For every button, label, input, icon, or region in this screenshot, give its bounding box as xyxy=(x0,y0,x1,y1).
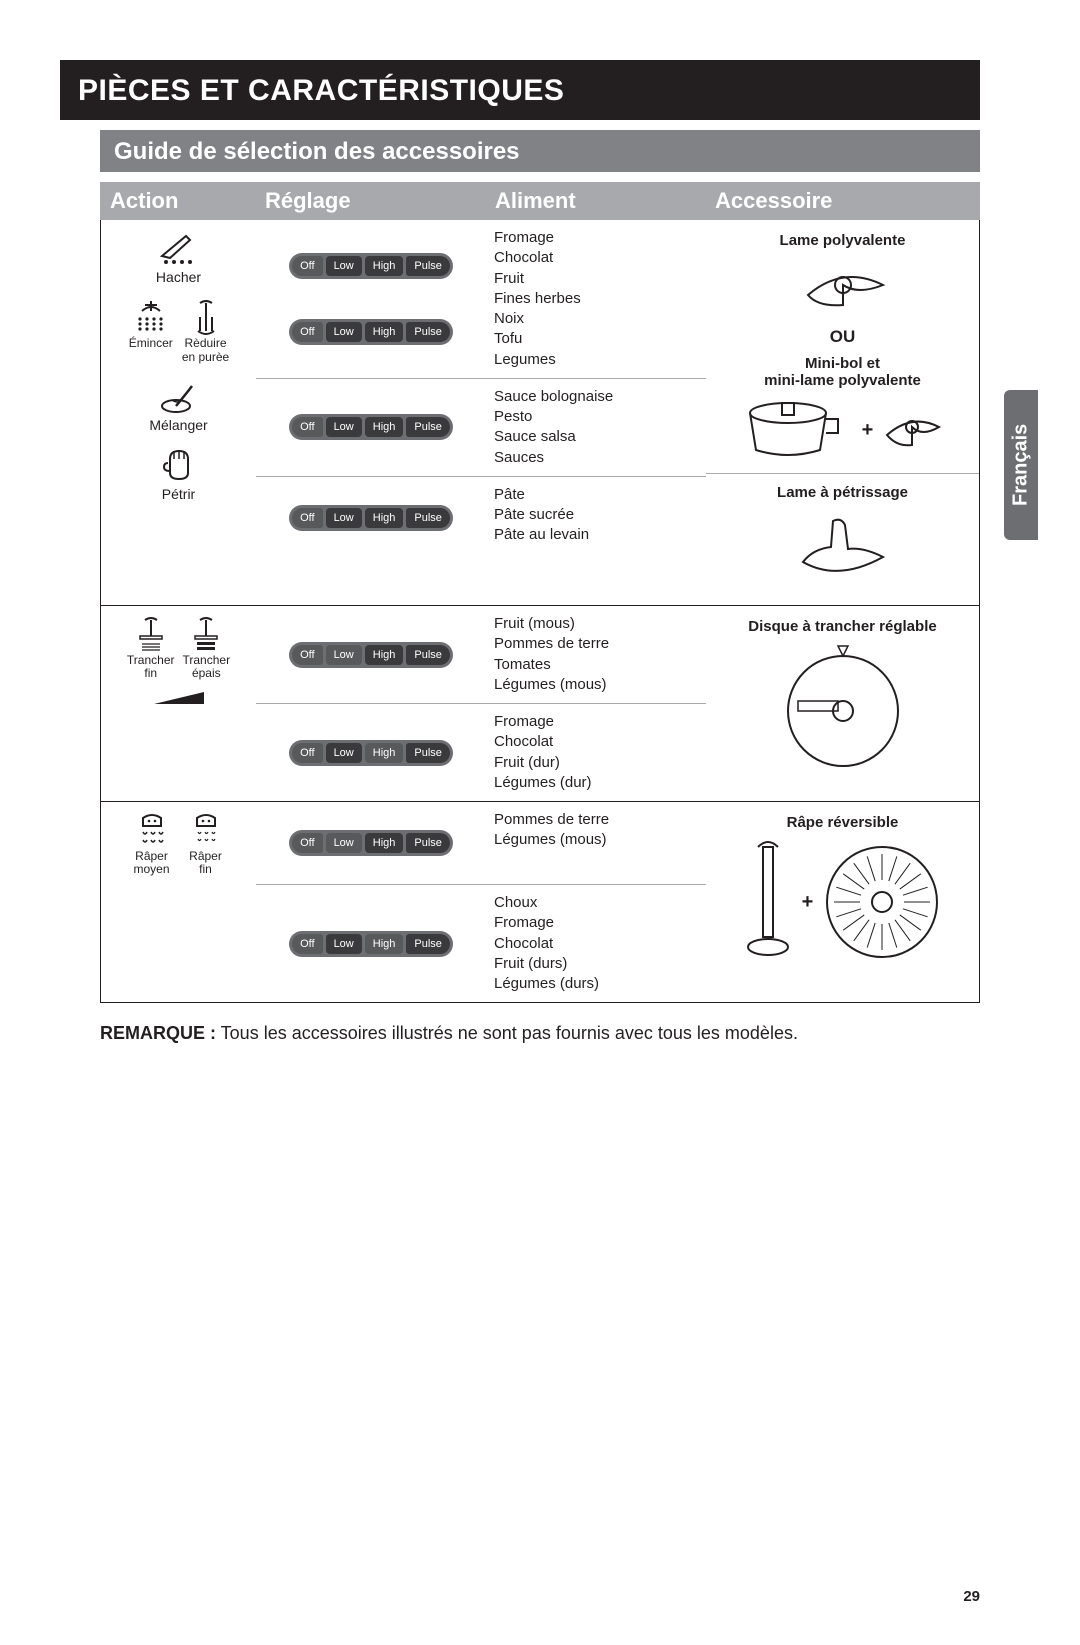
accessory-title: Mini-bol etmini-lame polyvalente xyxy=(716,355,969,389)
reglage-cell: Off Low High Pulse Off Low High Pulse xyxy=(256,220,486,378)
remark-label: REMARQUE : xyxy=(100,1023,216,1043)
food-item: Tofu xyxy=(494,329,698,349)
food-item: Fines herbes xyxy=(494,289,698,309)
reglage-cell: Off Low High Pulse xyxy=(256,885,486,1002)
remark: REMARQUE : Tous les accessoires illustré… xyxy=(100,1021,980,1046)
speed-control: Off Low High Pulse xyxy=(289,931,453,957)
food-item: Légumes (mous) xyxy=(494,675,698,695)
action-label: Hacher xyxy=(111,270,246,285)
accessory-title: Râpe réversible xyxy=(716,814,969,831)
speed-control: Off Low High Pulse xyxy=(289,414,453,440)
header-accessoire: Accessoire xyxy=(705,182,980,220)
action-label: Trancherfin xyxy=(127,654,175,680)
action-label: Rèduireen purèe xyxy=(182,337,229,363)
aliment-cell: Sauce bolognaisePestoSauce salsaSauces xyxy=(486,379,706,476)
reglage-cell: Off Low High Pulse xyxy=(256,704,486,801)
action-label: Râperfin xyxy=(183,850,229,876)
remark-text: Tous les accessoires illustrés ne sont p… xyxy=(216,1023,798,1043)
aliment-cell: ChouxFromageChocolatFruit (durs)Légumes … xyxy=(486,885,706,1002)
action-label: Pétrir xyxy=(111,487,246,502)
food-item: Légumes (dur) xyxy=(494,773,698,793)
food-item: Sauces xyxy=(494,448,698,468)
selection-table: Hacher Émincer Rèduireen purèe Mélanger Pétr… xyxy=(100,220,980,1003)
slicing-disc-icon xyxy=(716,641,969,775)
language-tab: Français xyxy=(1004,390,1038,540)
food-item: Pesto xyxy=(494,407,698,427)
aliment-cell: FromageChocolatFruitFines herbesNoixTofu… xyxy=(486,220,706,378)
blade-icon xyxy=(716,255,969,319)
accessory-title: Lame polyvalente xyxy=(716,232,969,249)
accessoire-cell: Râpe réversible + xyxy=(706,802,979,1002)
aliment-cell: PâtePâte sucréePâte au levain xyxy=(486,477,706,559)
mid-cell: Off Low High Pulse Fruit (mous)Pommes de… xyxy=(256,606,706,801)
action-label: Émincer xyxy=(128,337,174,350)
speed-control: Off Low High Pulse xyxy=(289,740,453,766)
food-item: Fromage xyxy=(494,228,698,248)
food-item: Sauce bolognaise xyxy=(494,387,698,407)
table-section: Hacher Émincer Rèduireen purèe Mélanger Pétr… xyxy=(101,220,979,605)
speed-control: Off Low High Pulse xyxy=(289,319,453,345)
food-item: Legumes xyxy=(494,350,698,370)
header-action: Action xyxy=(100,182,255,220)
accessoire-cell: Lame polyvalente OU Mini-bol etmini-lame… xyxy=(706,220,979,605)
aliment-cell: FromageChocolatFruit (dur)Légumes (dur) xyxy=(486,704,706,801)
reglage-cell: Off Low High Pulse xyxy=(256,606,486,703)
action-label: Mélanger xyxy=(111,418,246,433)
header-aliment: Aliment xyxy=(485,182,705,220)
aliment-cell: Fruit (mous)Pommes de terreTomatesLégume… xyxy=(486,606,706,703)
shredding-disc-icon: + xyxy=(716,837,969,967)
speed-control: Off Low High Pulse xyxy=(289,505,453,531)
speed-control: Off Low High Pulse xyxy=(289,642,453,668)
speed-control: Off Low High Pulse xyxy=(289,830,453,856)
table-section: Râpermoyen Râperfin Off Low High Pulse Po… xyxy=(101,801,979,1002)
food-item: Pâte sucrée xyxy=(494,505,698,525)
food-item: Tomates xyxy=(494,655,698,675)
main-title: PIÈCES ET CARACTÉRISTIQUES xyxy=(60,60,980,120)
food-item: Fromage xyxy=(494,712,698,732)
table-header: Action Réglage Aliment Accessoire xyxy=(100,182,980,220)
food-item: Fruit (mous) xyxy=(494,614,698,634)
reglage-cell: Off Low High Pulse xyxy=(256,379,486,476)
speed-control: Off Low High Pulse xyxy=(289,253,453,279)
accessoire-cell: Disque à trancher réglable xyxy=(706,606,979,801)
food-item: Noix xyxy=(494,309,698,329)
food-item: Légumes (durs) xyxy=(494,974,698,994)
food-item: Pommes de terre xyxy=(494,810,698,830)
food-item: Chocolat xyxy=(494,732,698,752)
food-item: Sauce salsa xyxy=(494,427,698,447)
mid-cell: Off Low High Pulse Off Low High Pulse Fr… xyxy=(256,220,706,605)
dough-blade-icon xyxy=(706,507,979,591)
food-item: Pâte au levain xyxy=(494,525,698,545)
food-item: Fruit (dur) xyxy=(494,753,698,773)
sub-title: Guide de sélection des accessoires xyxy=(100,130,980,172)
food-item: Légumes (mous) xyxy=(494,830,698,850)
table-section: Trancherfin Trancherépais Off Low High Pu… xyxy=(101,605,979,801)
mid-cell: Off Low High Pulse Pommes de terreLégume… xyxy=(256,802,706,1002)
food-item: Fromage xyxy=(494,913,698,933)
reglage-cell: Off Low High Pulse xyxy=(256,477,486,559)
accessory-or: OU xyxy=(716,327,969,347)
thickness-wedge-icon xyxy=(154,692,204,704)
food-item: Chocolat xyxy=(494,934,698,954)
food-item: Pommes de terre xyxy=(494,634,698,654)
food-item: Fruit (durs) xyxy=(494,954,698,974)
action-cell: Trancherfin Trancherépais xyxy=(101,606,256,801)
food-item: Pâte xyxy=(494,485,698,505)
aliment-cell: Pommes de terreLégumes (mous) xyxy=(486,802,706,884)
reglage-cell: Off Low High Pulse xyxy=(256,802,486,884)
header-reglage: Réglage xyxy=(255,182,485,220)
accessory-title: Disque à trancher réglable xyxy=(716,618,969,635)
mini-bowl-icon: + xyxy=(716,395,969,465)
action-cell: Hacher Émincer Rèduireen purèe Mélanger Pétr… xyxy=(101,220,256,605)
action-label: Râpermoyen xyxy=(129,850,175,876)
food-item: Fruit xyxy=(494,269,698,289)
food-item: Choux xyxy=(494,893,698,913)
accessory-title: Lame à pétrissage xyxy=(706,484,979,501)
food-item: Chocolat xyxy=(494,248,698,268)
action-label: Trancherépais xyxy=(183,654,231,680)
action-cell: Râpermoyen Râperfin xyxy=(101,802,256,1002)
page-number: 29 xyxy=(963,1588,980,1605)
